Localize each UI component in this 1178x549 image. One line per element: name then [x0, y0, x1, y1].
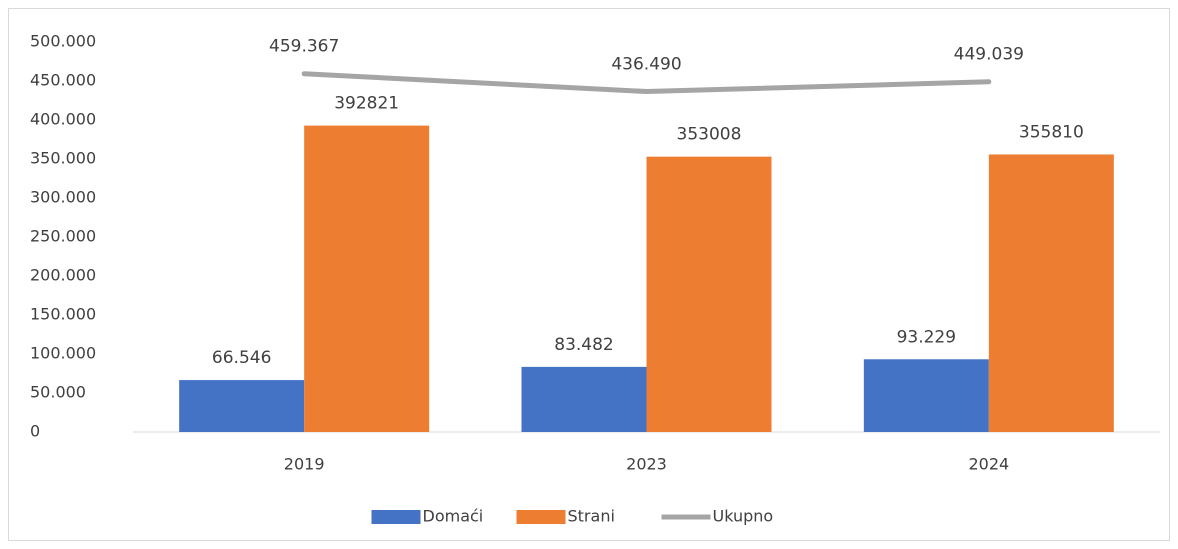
- y-tick-label: 350.000: [30, 149, 96, 168]
- bar: [521, 366, 647, 432]
- data-label: 353008: [677, 125, 742, 145]
- y-tick-label: 400.000: [30, 110, 96, 129]
- data-label: 392821: [334, 94, 399, 114]
- data-label: 436.490: [611, 55, 681, 75]
- bar: [304, 125, 430, 433]
- bar: [988, 154, 1114, 432]
- legend-swatch: [516, 510, 566, 524]
- y-tick-label: 150.000: [30, 305, 96, 324]
- legend-swatch: [371, 510, 421, 524]
- data-label: 83.482: [554, 335, 613, 355]
- bar: [179, 380, 305, 432]
- legend-label: Domaći: [423, 507, 484, 526]
- data-label: 355810: [1019, 122, 1084, 142]
- y-tick-label: 300.000: [30, 188, 96, 207]
- y-tick-label: 50.000: [30, 383, 86, 402]
- data-label: 66.546: [212, 348, 271, 368]
- bar: [646, 156, 772, 433]
- chart-border: [8, 8, 1170, 541]
- y-tick-label: 500.000: [30, 32, 96, 51]
- x-tick-label: 2023: [626, 455, 667, 474]
- data-label: 459.367: [269, 37, 339, 57]
- legend-label: Ukupno: [713, 507, 774, 526]
- legend-label: Strani: [568, 507, 615, 526]
- line: [301, 71, 992, 95]
- x-tick-label: 2024: [968, 455, 1009, 474]
- data-label: 93.229: [897, 327, 956, 347]
- y-tick-label: 0: [30, 422, 40, 441]
- bar: [863, 359, 989, 432]
- data-label: 449.039: [954, 45, 1024, 65]
- x-tick-label: 2019: [284, 455, 325, 474]
- y-tick-label: 250.000: [30, 227, 96, 246]
- y-tick-label: 200.000: [30, 266, 96, 285]
- y-tick-label: 450.000: [30, 71, 96, 90]
- y-tick-label: 100.000: [30, 344, 96, 363]
